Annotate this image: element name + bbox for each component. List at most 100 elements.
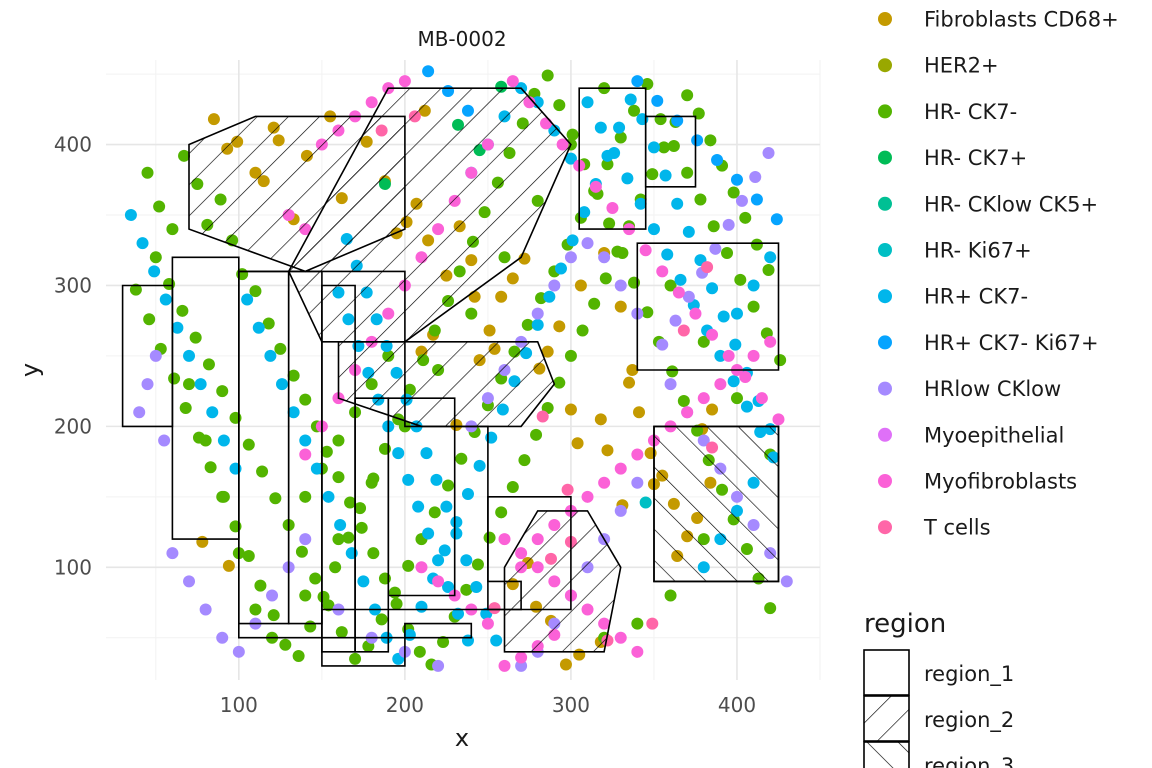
point-hr-ck7 — [588, 297, 601, 310]
point-hr-ck7 — [252, 321, 265, 334]
point-hr-ck7 — [292, 650, 305, 663]
point-hr-ck7 — [344, 496, 357, 509]
point-hr-ck7 — [176, 304, 189, 317]
point-hr-ck7 — [554, 262, 567, 275]
point-myofibroblasts — [755, 392, 768, 405]
point-fibroblasts-cd68 — [633, 406, 646, 419]
point-hr-ck7 — [460, 583, 473, 596]
point-hr-ck7 — [631, 617, 644, 630]
point-myofibroblasts — [714, 378, 727, 391]
point-fibroblasts-cd68 — [559, 658, 572, 671]
point-hr-ck7 — [608, 147, 621, 159]
y-tick-label: 100 — [54, 555, 92, 579]
point-hr-ck7 — [634, 197, 647, 210]
point-hr-ck7 — [442, 479, 455, 492]
point-myofibroblasts — [415, 561, 428, 574]
point-hr-ck7 — [729, 338, 742, 351]
point-hr-ck7 — [329, 561, 342, 574]
point-hrlow-cklow — [515, 659, 528, 672]
point-hr-ck7 — [739, 211, 752, 224]
point-hr-ck7 — [564, 349, 577, 362]
point-hr-ck7 — [624, 93, 637, 106]
point-hr-ck7 — [465, 307, 478, 320]
point-hr-ck7 — [149, 251, 162, 264]
point-hr-ck7 — [664, 279, 677, 292]
point-hr-ck7 — [241, 293, 254, 306]
point-hrlow-cklow — [299, 533, 312, 546]
point-hr-ck7 — [304, 620, 317, 633]
point-myofibroblasts — [722, 349, 735, 362]
legend-label: Fibroblasts CD68+ — [924, 8, 1119, 32]
legend-label: HR- CK7- — [924, 100, 1017, 124]
point-fibroblasts-cd68 — [541, 345, 554, 358]
point-hr-ck7 — [262, 317, 275, 330]
point-hr-ck7 — [428, 506, 441, 519]
point-hr-ck7 — [747, 279, 760, 292]
point-hr-ck7 — [506, 480, 519, 493]
point-hr-ck7 — [322, 490, 335, 503]
region-polygon-region-2 — [287, 87, 572, 343]
point-hr-ck7 — [287, 406, 300, 419]
x-tick-label: 100 — [220, 693, 258, 717]
point-hr-ck7 — [189, 331, 202, 344]
point-hrlow-cklow — [581, 237, 594, 250]
region-legend-key — [863, 741, 910, 768]
point-hr-ck7 — [704, 134, 717, 147]
point-hr-ck7 — [564, 152, 577, 165]
region-polygons — [121, 87, 780, 667]
point-hr-ck7 — [664, 589, 677, 602]
point-hr-ck7-ki67 — [691, 134, 704, 147]
point-hr-ck7 — [229, 520, 242, 533]
point-myofibroblasts — [689, 307, 702, 320]
point-hr-ck7 — [299, 490, 312, 503]
point-hr-ck7 — [666, 365, 679, 378]
point-hr-ck7 — [706, 282, 719, 295]
point-myofibroblasts — [506, 75, 519, 88]
point-hr-ck7 — [375, 613, 388, 626]
x-tick-label: 200 — [386, 693, 424, 717]
point-hr-ck7 — [136, 237, 149, 250]
point-myofibroblasts — [656, 265, 669, 278]
point-hr-ck7 — [206, 406, 219, 419]
point-t-cells — [701, 261, 714, 274]
point-hr-ck7 — [295, 545, 308, 558]
point-myofibroblasts — [681, 406, 694, 419]
point-hr-ck7 — [438, 544, 451, 557]
point-hr-ck7 — [440, 500, 453, 513]
point-hr-ck7 — [483, 531, 496, 544]
point-hr-ck7 — [647, 223, 660, 236]
point-hr-ck7 — [299, 393, 312, 406]
legend-key — [878, 335, 892, 350]
point-myofibroblasts — [614, 462, 627, 475]
point-hrlow-cklow — [780, 575, 793, 588]
region-polygon-region-2 — [503, 510, 622, 653]
point-hr-ck7 — [254, 579, 267, 592]
legend-key — [878, 196, 892, 211]
point-hrlow-cklow — [133, 406, 146, 419]
point-hr-ck7 — [143, 313, 156, 326]
legend-label: HR+ CK7- Ki67+ — [924, 331, 1099, 355]
legend-key — [878, 289, 892, 304]
point-hr-ck7 — [628, 276, 641, 289]
point-hr-ck7 — [430, 473, 443, 486]
legend-key — [878, 12, 892, 26]
point-hr-ck7 — [677, 395, 690, 407]
point-hr-ck7 — [566, 234, 579, 247]
point-hr-ck7 — [342, 531, 355, 544]
point-hr-ck7 — [727, 186, 740, 199]
legend-label: HR+ CK7- — [924, 285, 1028, 309]
point-hr-ck7 — [216, 385, 229, 398]
point-hr-ck7 — [460, 554, 473, 567]
point-hr-ck7 — [183, 378, 196, 391]
y-tick-label: 400 — [54, 133, 92, 157]
point-hr-ck7 — [204, 461, 217, 474]
cell-type-legend: Fibroblasts CD68+ HER2+ HR- CK7- HR- CK7+ HR… — [878, 8, 1119, 540]
point-hr-ck7 — [229, 411, 242, 424]
point-hr-ck7 — [420, 447, 433, 460]
point-hr-ck7 — [613, 121, 626, 134]
legend-label: T cells — [923, 516, 991, 540]
point-hr-ck7 — [388, 586, 401, 599]
point-fibroblasts-cd68 — [222, 559, 235, 572]
point-hr-ck7 — [647, 141, 660, 154]
point-hr-ck7-ki67 — [711, 154, 724, 167]
